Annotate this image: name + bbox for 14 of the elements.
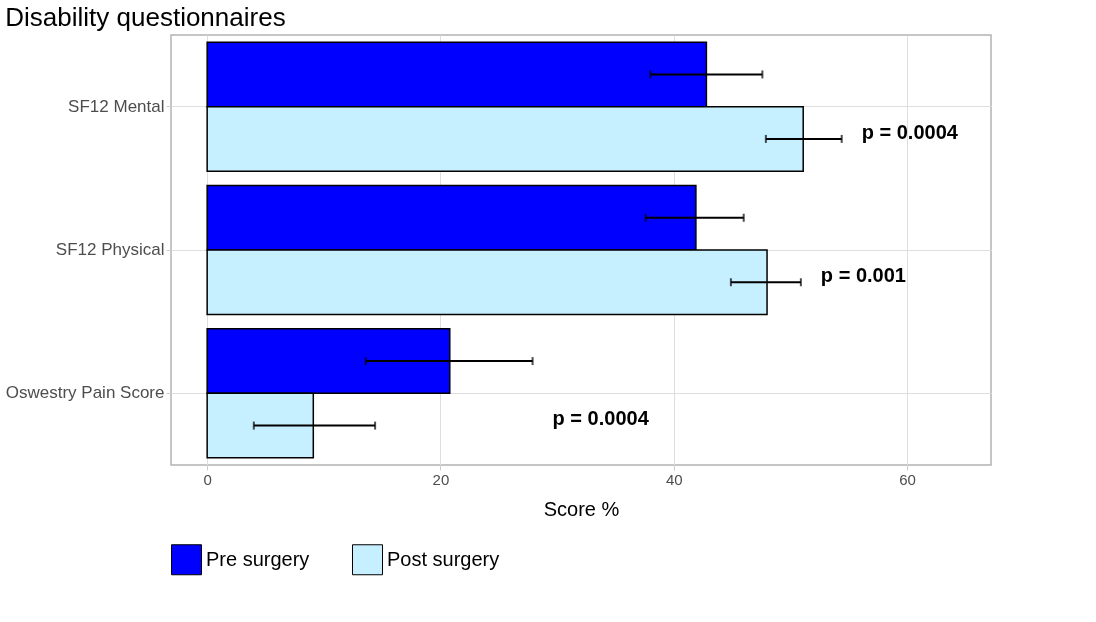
x-tick-label: 20 <box>432 470 450 488</box>
chart-title: Disability questionnaires <box>5 2 286 32</box>
annotation: p = 0.0004 <box>861 120 959 143</box>
legend-label: Pre surgery <box>206 547 310 570</box>
y-tick-label: SF12 Physical <box>55 240 165 259</box>
legend-label: Post surgery <box>387 547 500 570</box>
x-axis-title: Score % <box>543 497 620 520</box>
annotation: p = 0.001 <box>820 264 906 286</box>
y-tick-label: Oswestry Pain Score <box>5 383 165 403</box>
x-tick-label: 0 <box>203 470 212 488</box>
annotation: p = 0.0004 <box>552 407 650 430</box>
x-tick-label: 60 <box>899 470 916 488</box>
y-tick-label: SF12 Mental <box>68 96 165 116</box>
x-tick-label: 40 <box>665 470 683 488</box>
